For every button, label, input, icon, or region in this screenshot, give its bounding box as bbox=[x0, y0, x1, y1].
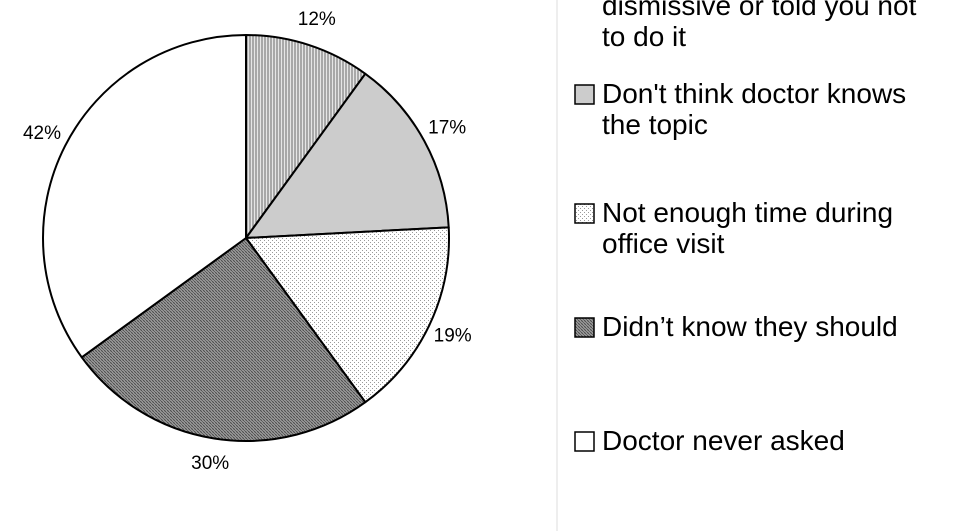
pie-slice-42 bbox=[42, 34, 247, 359]
legend-swatch bbox=[574, 203, 595, 224]
pie-slice-19 bbox=[245, 226, 450, 404]
pie-slices bbox=[42, 34, 450, 442]
pie-slice-30 bbox=[80, 237, 367, 442]
legend-label: Don't think doctor knows bbox=[602, 78, 906, 109]
legend-item-4: Didn’t know they should bbox=[574, 311, 898, 342]
slice-labels: 12% 17% 19% 30% 42% bbox=[23, 9, 472, 474]
legend-item-5: Doctor never asked bbox=[574, 425, 845, 456]
slice-label-42: 42% bbox=[23, 123, 61, 144]
pie-slice-17 bbox=[245, 72, 450, 239]
slice-label-12: 12% bbox=[298, 9, 336, 30]
slice-label-17: 17% bbox=[428, 118, 466, 139]
legend-swatch bbox=[574, 317, 595, 338]
legend-label: Didn’t know they should bbox=[602, 311, 898, 342]
slice-label-30: 30% bbox=[191, 453, 229, 474]
legend-label: Not enough time during bbox=[602, 197, 893, 228]
legend-label: office visit bbox=[602, 228, 725, 259]
legend-swatch bbox=[574, 84, 595, 105]
pie-slice-12 bbox=[245, 34, 367, 239]
legend-label: Doctor never asked bbox=[602, 425, 845, 456]
legend-label: to do it bbox=[602, 21, 686, 52]
legend-label: the topic bbox=[602, 109, 708, 140]
legend-label: dismissive or told you not bbox=[602, 0, 917, 21]
slice-label-19: 19% bbox=[434, 326, 472, 347]
legend-swatch bbox=[574, 431, 595, 452]
